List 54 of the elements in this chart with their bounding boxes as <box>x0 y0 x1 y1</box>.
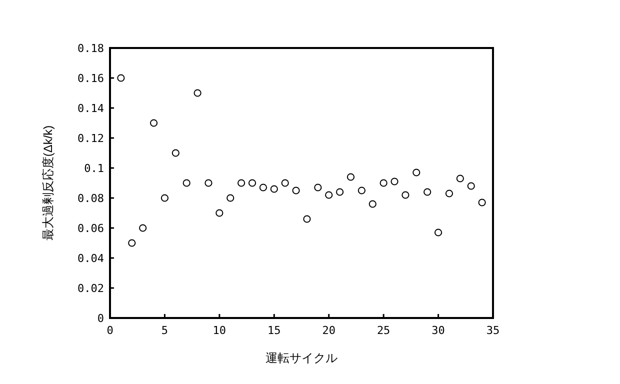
point <box>346 173 355 181</box>
point <box>292 186 300 194</box>
point <box>248 179 256 187</box>
point <box>303 215 311 223</box>
point <box>424 188 432 196</box>
y-tick-label: 0.02 <box>78 282 104 295</box>
point <box>380 179 388 187</box>
point <box>194 89 202 97</box>
x-axis-title: 運転サイクル <box>266 351 338 365</box>
point <box>128 239 136 247</box>
point <box>139 224 147 232</box>
point <box>412 168 420 176</box>
y-tick-label: 0.04 <box>78 252 104 265</box>
x-tick-label: 25 <box>376 324 390 337</box>
point <box>390 178 398 186</box>
x-tick-label: 5 <box>161 324 168 337</box>
point <box>204 179 212 187</box>
point <box>434 228 442 236</box>
y-tick-label: 0.12 <box>78 132 104 145</box>
point <box>259 184 267 192</box>
point <box>281 179 289 187</box>
point <box>216 209 224 217</box>
point <box>172 149 180 157</box>
point <box>467 182 475 190</box>
point <box>117 74 125 82</box>
x-tick-label: 35 <box>486 324 500 337</box>
point <box>238 179 246 187</box>
y-tick-label: 0 <box>97 312 104 325</box>
y-axis-title: 最大過剰反応度(Δk/k) <box>41 125 55 241</box>
point <box>270 185 278 193</box>
point <box>368 200 376 208</box>
point <box>182 179 190 187</box>
point <box>358 186 366 194</box>
y-tick-label: 0.1 <box>84 162 104 175</box>
x-tick-label: 0 <box>106 324 114 337</box>
point <box>325 191 333 199</box>
x-tick-label: 10 <box>212 324 226 337</box>
point <box>456 174 464 182</box>
x-tick-label: 15 <box>268 324 281 337</box>
point <box>314 184 322 192</box>
point <box>478 198 486 206</box>
x-tick-label: 30 <box>432 324 445 337</box>
x-tick-label: 20 <box>322 324 336 337</box>
point <box>150 119 158 127</box>
point <box>402 191 410 199</box>
y-tick-label: 0.18 <box>78 42 104 55</box>
y-tick-label: 0.06 <box>78 222 104 235</box>
point <box>445 190 454 198</box>
y-tick-label: 0.14 <box>78 102 104 115</box>
point <box>160 194 169 202</box>
point <box>226 194 234 202</box>
y-tick-label: 0.16 <box>78 72 104 85</box>
y-tick-label: 0.08 <box>78 192 104 205</box>
point <box>336 188 344 196</box>
